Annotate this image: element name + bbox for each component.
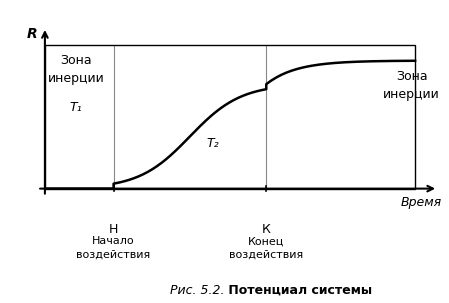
Text: Зона: Зона <box>396 70 427 83</box>
Text: инерции: инерции <box>383 88 440 101</box>
Text: Потенциал системы: Потенциал системы <box>224 284 373 297</box>
Bar <box>45 45 415 188</box>
Text: Рис. 5.2.: Рис. 5.2. <box>170 284 224 297</box>
Text: Время: Время <box>401 196 442 209</box>
Text: воздействия: воздействия <box>76 250 151 260</box>
Text: R: R <box>26 27 37 41</box>
Text: Конец: Конец <box>248 236 284 246</box>
Text: Начало: Начало <box>92 236 135 246</box>
Text: T₂: T₂ <box>207 137 219 150</box>
Text: Зона: Зона <box>60 54 92 67</box>
Text: воздействия: воздействия <box>229 250 304 260</box>
Text: К: К <box>262 223 271 236</box>
Text: T₁: T₁ <box>70 102 82 114</box>
Text: Н: Н <box>109 223 118 236</box>
Text: инерции: инерции <box>48 72 104 85</box>
